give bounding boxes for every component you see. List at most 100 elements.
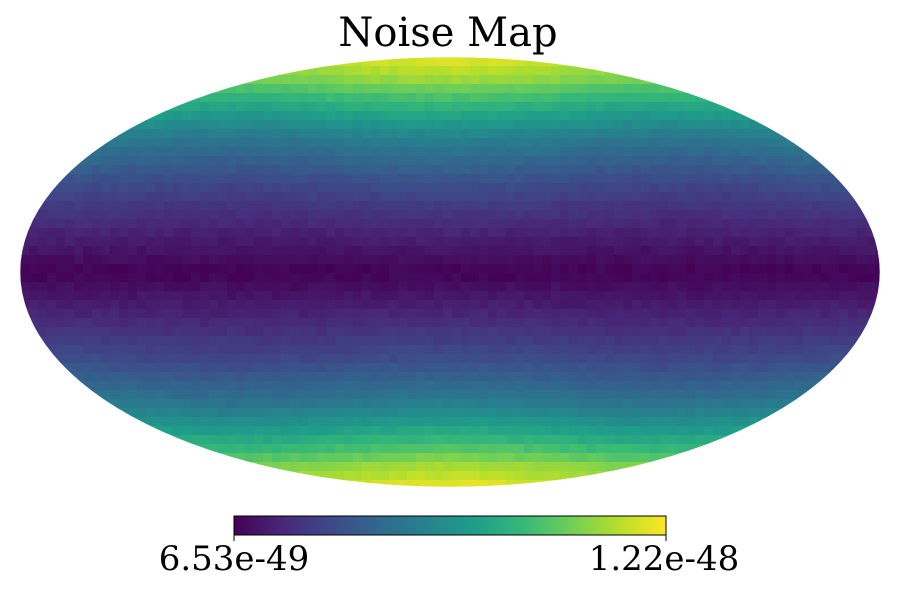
map-pixel — [425, 102, 435, 112]
map-pixel — [569, 381, 579, 391]
map-pixel — [668, 282, 678, 292]
map-pixel — [326, 93, 336, 103]
map-pixel — [461, 444, 471, 454]
map-pixel — [569, 183, 579, 193]
map-pixel — [704, 372, 714, 382]
map-pixel — [83, 291, 93, 301]
map-pixel — [209, 120, 219, 130]
map-pixel — [173, 417, 183, 427]
map-pixel — [704, 291, 714, 301]
map-pixel — [398, 273, 408, 283]
map-pixel — [812, 192, 822, 202]
map-pixel — [569, 363, 579, 373]
map-pixel — [218, 309, 228, 319]
map-pixel — [551, 129, 561, 139]
map-pixel — [407, 354, 417, 364]
map-pixel — [128, 183, 138, 193]
map-pixel — [578, 471, 588, 481]
map-pixel — [731, 210, 741, 220]
map-pixel — [470, 57, 480, 67]
map-pixel — [299, 228, 309, 238]
map-pixel — [380, 237, 390, 247]
map-pixel — [209, 426, 219, 436]
map-pixel — [200, 111, 210, 121]
map-pixel — [821, 309, 831, 319]
map-pixel — [686, 345, 696, 355]
map-pixel — [668, 273, 678, 283]
map-pixel — [281, 417, 291, 427]
map-pixel — [542, 426, 552, 436]
map-pixel — [722, 390, 732, 400]
map-pixel — [128, 354, 138, 364]
map-pixel — [569, 93, 579, 103]
map-pixel — [146, 273, 156, 283]
map-pixel — [335, 147, 345, 157]
map-pixel — [137, 282, 147, 292]
map-pixel — [371, 66, 381, 76]
map-pixel — [326, 399, 336, 409]
map-pixel — [713, 300, 723, 310]
map-pixel — [794, 210, 804, 220]
map-pixel — [596, 462, 606, 472]
map-pixel — [245, 435, 255, 445]
map-pixel — [560, 165, 570, 175]
map-pixel — [749, 300, 759, 310]
map-pixel — [740, 183, 750, 193]
map-pixel — [506, 480, 516, 487]
map-pixel — [578, 84, 588, 94]
map-pixel — [398, 453, 408, 463]
map-pixel — [794, 282, 804, 292]
map-pixel — [209, 363, 219, 373]
map-pixel — [443, 210, 453, 220]
map-pixel — [704, 255, 714, 265]
map-pixel — [695, 309, 705, 319]
map-pixel — [560, 66, 570, 76]
map-pixel — [335, 120, 345, 130]
map-pixel — [236, 372, 246, 382]
map-pixel — [542, 336, 552, 346]
map-pixel — [218, 399, 228, 409]
map-pixel — [425, 228, 435, 238]
map-pixel — [839, 165, 849, 175]
map-pixel — [182, 120, 192, 130]
map-pixel — [398, 354, 408, 364]
map-pixel — [776, 336, 786, 346]
map-pixel — [434, 282, 444, 292]
map-pixel — [290, 291, 300, 301]
map-pixel — [632, 174, 642, 184]
map-pixel — [443, 75, 453, 85]
map-pixel — [713, 354, 723, 364]
map-pixel — [803, 183, 813, 193]
map-pixel — [254, 228, 264, 238]
map-pixel — [281, 111, 291, 121]
map-pixel — [200, 372, 210, 382]
map-pixel — [317, 57, 327, 67]
map-pixel — [632, 129, 642, 139]
map-pixel — [461, 435, 471, 445]
map-pixel — [308, 93, 318, 103]
map-pixel — [56, 273, 66, 283]
map-pixel — [317, 210, 327, 220]
map-pixel — [506, 471, 516, 481]
map-pixel — [254, 192, 264, 202]
map-pixel — [560, 246, 570, 256]
map-pixel — [479, 381, 489, 391]
map-pixel — [380, 66, 390, 76]
map-pixel — [641, 381, 651, 391]
map-pixel — [92, 138, 102, 148]
map-pixel — [353, 363, 363, 373]
map-pixel — [488, 219, 498, 229]
map-pixel — [371, 336, 381, 346]
map-pixel — [173, 336, 183, 346]
map-pixel — [101, 264, 111, 274]
map-pixel — [758, 300, 768, 310]
map-pixel — [344, 174, 354, 184]
map-pixel — [488, 120, 498, 130]
map-pixel — [371, 462, 381, 472]
map-pixel — [443, 174, 453, 184]
map-pixel — [236, 291, 246, 301]
map-pixel — [461, 120, 471, 130]
map-pixel — [497, 273, 507, 283]
map-pixel — [434, 57, 444, 67]
map-pixel — [146, 147, 156, 157]
